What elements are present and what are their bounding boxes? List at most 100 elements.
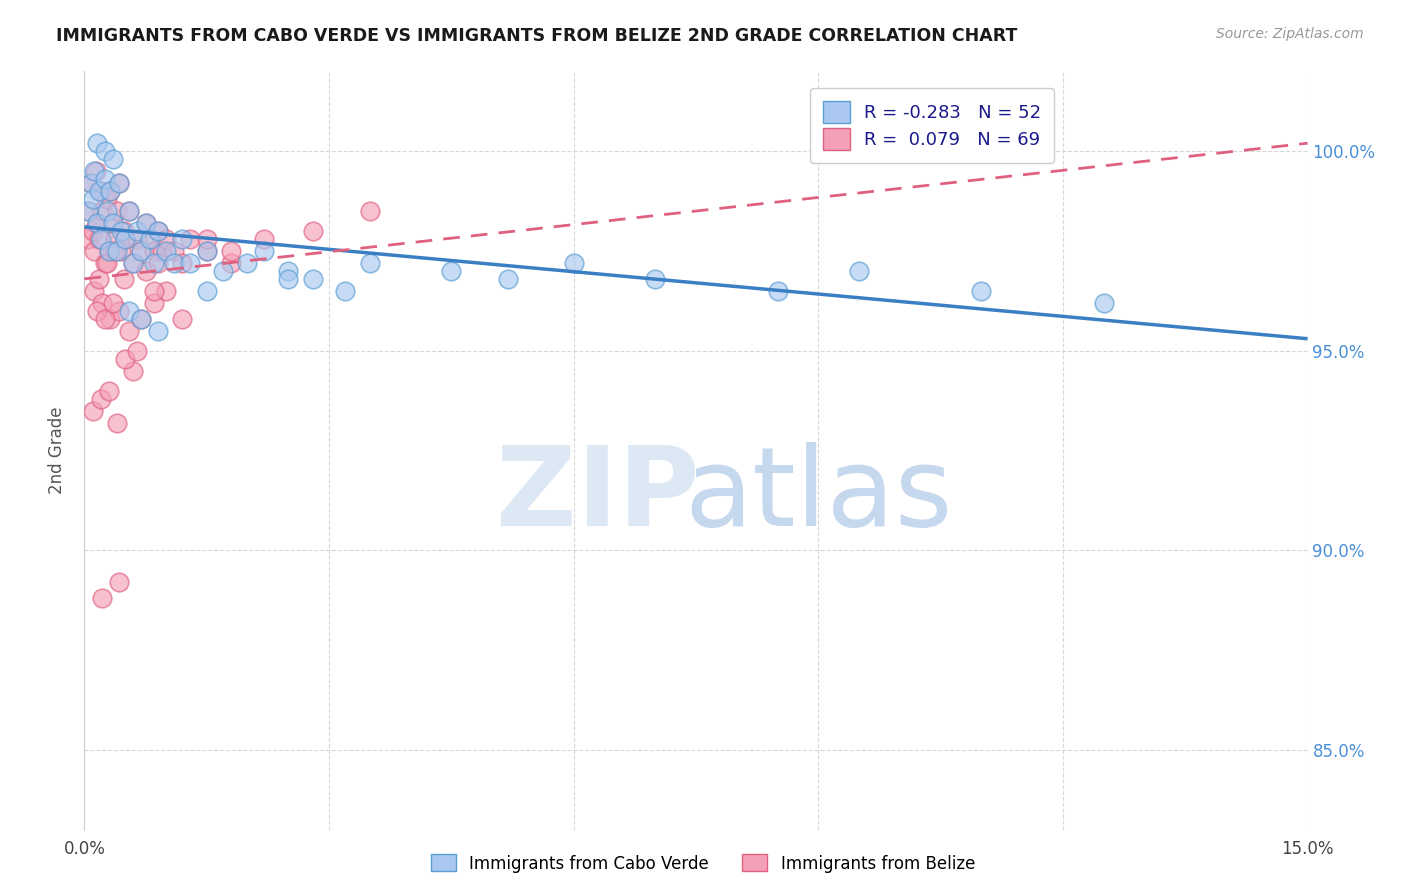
Point xyxy=(155,232,177,246)
Point xyxy=(236,256,259,270)
Point xyxy=(155,244,177,258)
Point xyxy=(155,284,177,298)
Point xyxy=(114,232,136,246)
Point xyxy=(970,284,993,298)
Point xyxy=(150,244,173,258)
Point xyxy=(76,232,98,246)
Point xyxy=(562,256,585,270)
Point xyxy=(335,284,357,298)
Point xyxy=(105,244,128,258)
Point xyxy=(101,152,124,166)
Point xyxy=(91,295,114,310)
Point xyxy=(86,216,108,230)
Point xyxy=(440,264,463,278)
Point xyxy=(142,284,165,298)
Point xyxy=(142,256,165,270)
Point xyxy=(195,244,218,258)
Point xyxy=(87,232,110,246)
Point xyxy=(118,303,141,318)
Point xyxy=(100,184,122,198)
Point xyxy=(83,284,105,298)
Point xyxy=(146,324,169,338)
Point xyxy=(100,311,122,326)
Legend: Immigrants from Cabo Verde, Immigrants from Belize: Immigrants from Cabo Verde, Immigrants f… xyxy=(425,847,981,880)
Point xyxy=(84,164,107,178)
Point xyxy=(179,256,201,270)
Point xyxy=(97,244,120,258)
Point xyxy=(138,232,160,246)
Text: IMMIGRANTS FROM CABO VERDE VS IMMIGRANTS FROM BELIZE 2ND GRADE CORRELATION CHART: IMMIGRANTS FROM CABO VERDE VS IMMIGRANTS… xyxy=(56,27,1018,45)
Point xyxy=(131,244,153,258)
Point xyxy=(93,311,115,326)
Point xyxy=(131,311,153,326)
Point xyxy=(146,224,169,238)
Point xyxy=(138,232,160,246)
Point xyxy=(86,136,108,151)
Point xyxy=(114,232,136,246)
Point xyxy=(766,284,789,298)
Point xyxy=(253,232,276,246)
Point xyxy=(80,176,103,190)
Y-axis label: 2nd Grade: 2nd Grade xyxy=(48,407,66,494)
Point xyxy=(82,224,104,238)
Point xyxy=(172,311,194,326)
Point xyxy=(114,351,136,366)
Point xyxy=(90,184,112,198)
Point xyxy=(172,256,194,270)
Point xyxy=(135,216,157,230)
Point xyxy=(104,232,127,246)
Point xyxy=(107,176,129,190)
Point xyxy=(77,204,100,219)
Point xyxy=(848,264,870,278)
Point xyxy=(91,591,114,606)
Point xyxy=(96,204,118,219)
Point xyxy=(96,256,118,270)
Point xyxy=(100,184,122,198)
Point xyxy=(110,224,132,238)
Point xyxy=(97,384,120,398)
Point xyxy=(86,303,108,318)
Point xyxy=(105,204,128,219)
Point xyxy=(90,232,112,246)
Point xyxy=(359,204,381,219)
Point xyxy=(93,144,115,158)
Point xyxy=(277,264,299,278)
Point xyxy=(195,284,218,298)
Point xyxy=(122,256,145,270)
Point xyxy=(107,303,129,318)
Point xyxy=(179,232,201,246)
Point xyxy=(118,324,141,338)
Point xyxy=(212,264,235,278)
Point xyxy=(93,256,115,270)
Point xyxy=(87,184,110,198)
Point xyxy=(498,272,520,286)
Point xyxy=(97,244,120,258)
Point xyxy=(107,575,129,590)
Point xyxy=(277,272,299,286)
Point xyxy=(105,416,128,430)
Point xyxy=(163,244,186,258)
Point xyxy=(127,343,149,358)
Point xyxy=(82,403,104,417)
Point xyxy=(195,244,218,258)
Point xyxy=(112,224,135,238)
Point xyxy=(301,272,323,286)
Point xyxy=(96,192,118,206)
Point xyxy=(101,216,124,230)
Point xyxy=(122,364,145,378)
Point xyxy=(93,172,115,186)
Point xyxy=(91,204,114,219)
Text: Source: ZipAtlas.com: Source: ZipAtlas.com xyxy=(1216,27,1364,41)
Point xyxy=(127,224,149,238)
Point xyxy=(146,256,169,270)
Point xyxy=(86,216,108,230)
Point xyxy=(101,216,124,230)
Point xyxy=(253,244,276,258)
Point xyxy=(163,256,186,270)
Point xyxy=(146,224,169,238)
Point xyxy=(82,192,104,206)
Point xyxy=(101,295,124,310)
Point xyxy=(131,311,153,326)
Point xyxy=(118,204,141,219)
Point xyxy=(195,232,218,246)
